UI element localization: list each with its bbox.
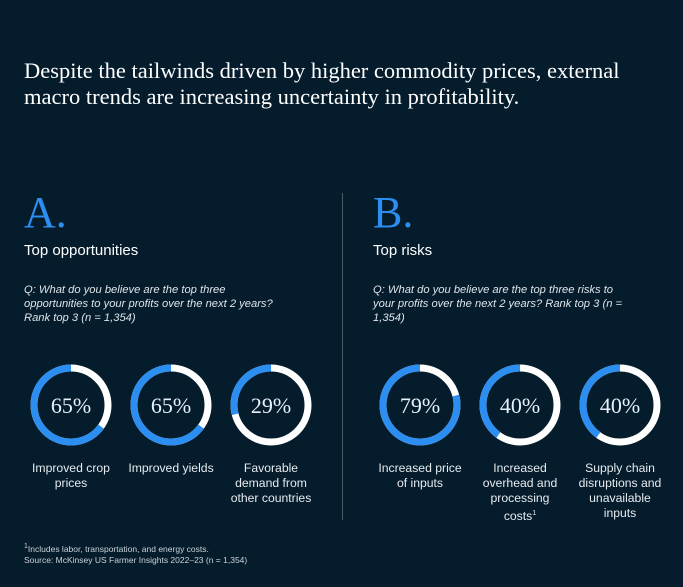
donut-value-arc: [379, 364, 461, 446]
donut-category-label: Improved crop prices: [32, 461, 110, 490]
footnote-marker: 1: [24, 543, 28, 550]
headline: Despite the tailwinds driven by higher c…: [24, 58, 620, 109]
survey-question: Q: What do you believe are the top three…: [24, 284, 273, 324]
donut-increased-overhead-and-processing-costs: 40% Increased overhead and processing cos…: [473, 363, 567, 524]
panel-divider: [342, 193, 343, 520]
donut-value-label: 65%: [51, 393, 91, 418]
donut-ring: 40%: [579, 364, 661, 446]
donut-value-label: 40%: [600, 393, 640, 418]
source-note: Source: McKinsey US Farmer Insights 2022…: [24, 554, 248, 565]
panel-subhead: Top opportunities: [24, 242, 139, 259]
donut-category-label: Favorable demand from other countries: [230, 461, 312, 505]
donut-value-arc: [230, 364, 312, 446]
panel-letter: A.: [24, 188, 67, 237]
donut-ring: 65%: [30, 364, 112, 446]
donut-value-arc: [479, 364, 561, 446]
donut-ring: 29%: [230, 364, 312, 446]
donut-value-arc: [130, 364, 212, 446]
donut-value-label: 65%: [151, 393, 191, 418]
donut-category-label: Increased price of inputs: [378, 461, 462, 490]
footnote-text: 1Includes labor, transportation, and ene…: [24, 541, 644, 555]
donut-value-arc: [579, 364, 661, 446]
donut-improved-crop-prices: 65% Improved crop prices: [24, 363, 118, 491]
donut-category-label: Improved yields: [128, 461, 214, 475]
footnote: 1Includes labor, transportation, and ene…: [24, 541, 644, 566]
donut-value-label: 40%: [500, 393, 540, 418]
footnote-note: Includes labor, transportation, and ener…: [27, 543, 209, 554]
panel-subhead: Top risks: [373, 242, 433, 259]
risks-panel: B. Top risks Q: What do you believe are …: [373, 188, 683, 523]
survey-question: Q: What do you believe are the top three…: [373, 284, 623, 324]
donut-supply-chain-disruptions-and-unavailable-inputs: 40% Supply chain disruptions and unavaila…: [573, 363, 667, 521]
opportunities-panel: A. Top opportunities Q: What do you beli…: [24, 188, 344, 505]
donut-improved-yields: 65% Improved yields: [124, 363, 218, 476]
footnote-reference: 1: [532, 510, 537, 517]
donut-category-label: Increased overhead and processing costs1: [482, 461, 558, 524]
donut-ring: 79%: [379, 364, 461, 446]
opportunities-donut-chart: 65% Improved crop prices 65% Improved yield…: [24, 363, 324, 523]
risks-donut-chart: 79% Increased price of inputs 40% Increased…: [373, 363, 673, 523]
donut-ring: 65%: [130, 364, 212, 446]
donut-category-label: Supply chain disruptions and unavailable…: [578, 461, 662, 520]
donut-increased-price-of-inputs: 79% Increased price of inputs: [373, 363, 467, 491]
donut-value-label: 29%: [251, 393, 291, 418]
donut-value-arc: [30, 364, 112, 446]
panel-letter: B.: [373, 188, 414, 237]
donut-ring: 40%: [479, 364, 561, 446]
donut-value-label: 79%: [400, 393, 440, 418]
donut-favorable-demand-from-other-countries: 29% Favorable demand from other countries: [224, 363, 318, 506]
